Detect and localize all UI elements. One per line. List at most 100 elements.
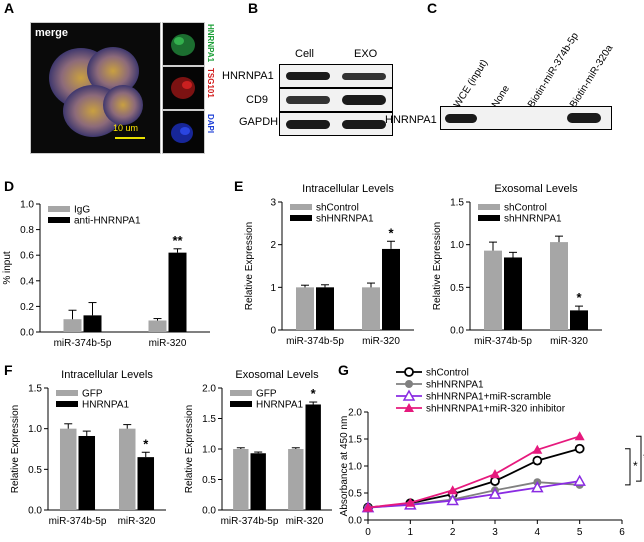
blot-col-exo: EXO	[354, 48, 378, 60]
e1-bar	[382, 248, 400, 330]
g-significance-label: *	[633, 459, 638, 473]
panel-label-b: B	[248, 0, 259, 16]
hnrnpa1-channel	[162, 22, 205, 66]
f2-ytick-label: 2.0	[202, 384, 216, 395]
d-ytick-label: 0.4	[20, 276, 34, 287]
blot-strip-hnrnpa1	[279, 64, 393, 88]
e1-bar	[316, 287, 334, 330]
f1-bar	[137, 457, 155, 510]
g-point	[532, 444, 543, 454]
d-significance-label: **	[172, 233, 183, 248]
chart-e-exosomal: Exosomal Levels 0.0 0.5 1.0 1.5 Relative Expr…	[432, 183, 602, 347]
e1-legend-label: shControl	[316, 203, 359, 214]
e2-bar	[550, 242, 568, 330]
f2-category-label: miR-320	[286, 516, 324, 527]
f2-bar	[288, 449, 304, 510]
e1-bar	[296, 287, 314, 330]
channel-label-dapi: DAPI	[206, 114, 215, 134]
e2-legend-swatch	[478, 204, 500, 210]
chart-f-exosomal: Exosomal Levels 0.0 0.5 1.0 1.5 2.0 Relative E…	[184, 369, 332, 527]
g-xtick-label: 1	[408, 527, 414, 538]
g-ytick-label: 0.0	[348, 516, 362, 527]
e1-significance-label: *	[388, 225, 394, 240]
e1-ytick-label: 2	[270, 240, 276, 251]
g-series-line	[367, 480, 580, 509]
g-xtick-label: 3	[492, 527, 498, 538]
e2-significance-label: *	[576, 290, 582, 305]
g-ytick-label: 1.0	[348, 462, 362, 473]
f1-title: Intracellular Levels	[61, 369, 153, 381]
tsg101-channel	[162, 66, 205, 110]
g-legend-marker	[405, 380, 413, 388]
panel-label-a: A	[4, 0, 15, 16]
e2-bar	[570, 310, 588, 330]
e2-legend-label: shHNRNPA1	[504, 214, 562, 225]
e2-category-label: miR-374b-5p	[474, 336, 532, 347]
f1-ytick-label: 0.0	[28, 506, 42, 517]
panel-label-f: F	[4, 362, 13, 378]
f1-bar	[118, 428, 136, 510]
f2-ytick-label: 1.5	[202, 414, 216, 425]
g-legend-marker	[404, 403, 414, 412]
e1-bar	[362, 287, 380, 330]
g-point	[574, 431, 585, 441]
f1-ytick-label: 0.5	[28, 465, 42, 476]
d-ytick-label: 0.8	[20, 225, 34, 236]
f1-legend-label: GFP	[82, 389, 103, 400]
d-ylabel: % input	[2, 251, 13, 285]
f2-legend-swatch	[230, 390, 252, 396]
e1-legend-swatch	[290, 215, 312, 221]
e1-ylabel: Relative Expression	[244, 222, 255, 310]
g-xtick-label: 5	[577, 527, 583, 538]
g-ytick-label: 2.0	[348, 408, 362, 419]
f2-significance-label: *	[311, 386, 317, 401]
d-legend-swatch	[48, 206, 70, 212]
g-point	[363, 502, 373, 512]
e2-ylabel: Relative Expression	[432, 222, 443, 310]
panel-label-d: D	[4, 178, 15, 194]
e1-category-label: miR-320	[362, 336, 400, 347]
g-point	[488, 487, 502, 499]
f1-category-label: miR-320	[118, 516, 156, 527]
d-legend-swatch	[48, 217, 70, 223]
d-ytick-label: 0.0	[20, 328, 34, 339]
chart-e-intracellular: Intracellular Levels 0 1 2 3 Relative Express…	[244, 183, 414, 347]
channel-label-hnrnpa1: HNRNPA1	[206, 24, 215, 63]
g-point	[490, 469, 500, 479]
g-point	[446, 494, 459, 506]
e2-title: Exosomal Levels	[494, 183, 578, 195]
g-legend-label: shHNRNPA1+miR-scramble	[426, 392, 552, 403]
f2-ytick-label: 0.5	[202, 475, 216, 486]
pulldown-row-hnrnpa1: HNRNPA1	[385, 114, 437, 126]
f2-legend-label: HNRNPA1	[256, 400, 303, 411]
scale-bar-label: 10 um	[113, 123, 139, 133]
e1-title: Intracellular Levels	[302, 183, 394, 195]
g-legend-label: shControl	[426, 368, 469, 379]
g-point	[573, 474, 586, 486]
pulldown-strip	[440, 106, 612, 130]
f2-bar	[250, 453, 266, 510]
f1-legend-swatch	[56, 401, 78, 407]
merge-image	[31, 23, 160, 153]
g-legend-label: shHNRNPA1	[426, 380, 484, 391]
d-bar	[168, 252, 187, 332]
e1-ytick-label: 3	[270, 198, 276, 209]
e2-bar	[504, 257, 522, 330]
e2-legend-swatch	[478, 215, 500, 221]
g-significance-bracket	[636, 435, 642, 482]
e1-ytick-label: 0	[270, 326, 276, 337]
g-point	[574, 443, 585, 454]
d-category-label: miR-320	[149, 338, 187, 349]
g-xtick-label: 6	[619, 527, 625, 538]
g-legend-marker	[402, 389, 416, 401]
blot-row-cd9: CD9	[246, 94, 269, 106]
blot-row-hnrnpa1: HNRNPA1	[222, 70, 274, 82]
f1-bar	[78, 435, 96, 510]
g-point	[405, 497, 416, 507]
panel-label-g: G	[338, 362, 349, 378]
e2-bar	[484, 250, 502, 330]
f1-bar	[59, 428, 77, 510]
channel-label-tsg101: TSG101	[206, 68, 215, 98]
merge-label: merge	[35, 27, 69, 39]
g-point	[532, 455, 543, 466]
